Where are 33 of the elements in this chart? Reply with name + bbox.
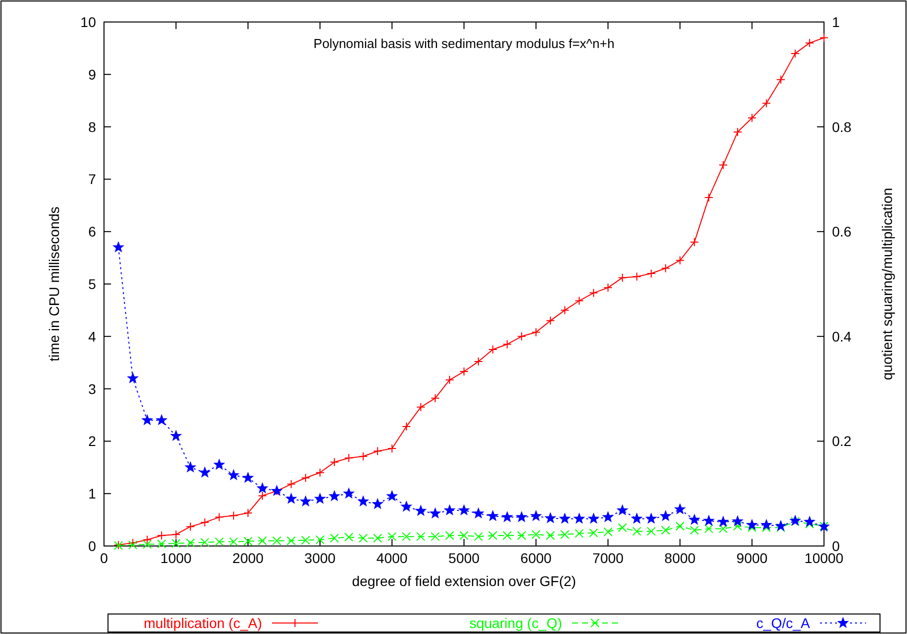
- y-tick-label: 2: [88, 433, 96, 450]
- x-tick-label: 5000: [448, 550, 480, 566]
- y-tick-label: 8: [88, 118, 96, 135]
- x-tick-label: 3000: [304, 550, 336, 566]
- y-tick-label: 4: [88, 328, 96, 344]
- x-tick-label: 2000: [232, 550, 264, 566]
- legend-label: squaring (c_Q): [469, 615, 562, 631]
- y2-tick-label: 0.8: [832, 118, 852, 135]
- legend-label: c_Q/c_A: [756, 615, 811, 631]
- legend-label: multiplication (c_A): [144, 615, 262, 631]
- y-tick-label: 5: [88, 276, 96, 292]
- x-tick-label: 4000: [376, 550, 408, 566]
- y-tick-label: 3: [88, 380, 96, 397]
- y2-tick-label: 1: [832, 14, 840, 30]
- x-tick-label: 0: [100, 550, 108, 566]
- x-axis-title: degree of field extension over GF(2): [352, 573, 576, 589]
- y2-axis-title: quotient squaring/multiplication: [879, 188, 895, 380]
- x-tick-label: 7000: [592, 550, 624, 566]
- y-tick-label: 0: [88, 538, 96, 554]
- text: Polynomial basis with sedimentary modulus f=x^n+h: [314, 36, 614, 51]
- x-tick-label: 6000: [520, 550, 552, 566]
- y2-tick-label: 0.6: [832, 224, 852, 240]
- y-tick-label: 6: [88, 224, 96, 240]
- y-tick-label: 1: [88, 486, 96, 502]
- x-tick-label: 8000: [664, 550, 696, 566]
- y2-tick-label: 0.2: [832, 433, 852, 450]
- y-tick-label: 10: [80, 14, 96, 30]
- x-tick-label: 1000: [160, 550, 192, 566]
- x-tick-label: 9000: [736, 550, 768, 566]
- y-axis-title: time in CPU milliseconds: [46, 206, 62, 362]
- y-tick-label: 7: [88, 171, 96, 188]
- y-tick-label: 9: [88, 66, 96, 82]
- y2-tick-label: 0.4: [832, 328, 852, 344]
